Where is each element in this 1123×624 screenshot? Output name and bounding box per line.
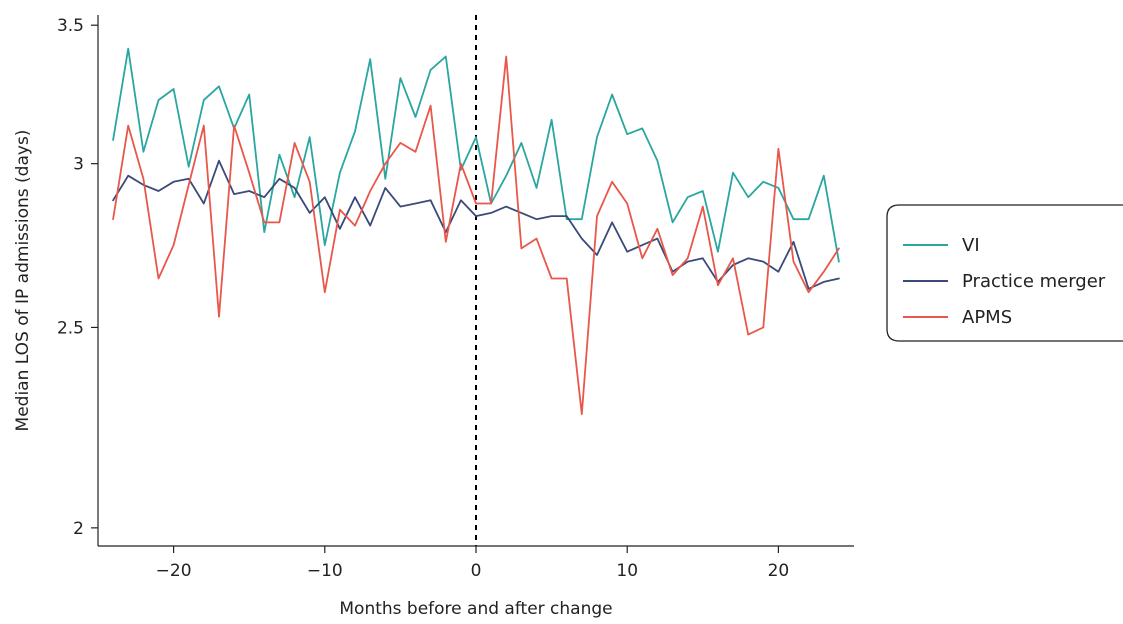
x-tick-label: −10 xyxy=(307,561,343,581)
legend-items: VI Practice merger APMS xyxy=(903,235,1106,328)
legend-label: VI xyxy=(962,235,980,256)
legend-label: Practice merger xyxy=(962,271,1106,292)
y-axis-label: Median LOS of IP admissions (days) xyxy=(13,130,33,432)
series-lines xyxy=(112,47,840,416)
x-ticks: −20 −10 0 10 20 xyxy=(156,546,790,581)
y-tick-label: 3.5 xyxy=(57,16,84,36)
y-ticks: 2 2.5 3 3.5 xyxy=(57,16,98,539)
legend: VI Practice merger APMS xyxy=(886,204,1123,342)
plot-area xyxy=(112,15,840,546)
y-tick-label: 2.5 xyxy=(57,318,84,338)
series-line-apms xyxy=(112,55,840,416)
y-tick-label: 2 xyxy=(73,519,84,539)
y-tick-label: 3 xyxy=(73,155,84,175)
x-tick-label: 20 xyxy=(768,561,790,581)
legend-box xyxy=(886,204,1123,342)
x-axis-label: Months before and after change xyxy=(339,599,612,619)
x-tick-label: 0 xyxy=(471,561,482,581)
x-tick-label: 10 xyxy=(616,561,638,581)
legend-label: APMS xyxy=(962,307,1012,328)
axes: 2 2.5 3 3.5 −20 −10 0 10 20 xyxy=(57,15,854,581)
x-tick-label: −20 xyxy=(156,561,192,581)
